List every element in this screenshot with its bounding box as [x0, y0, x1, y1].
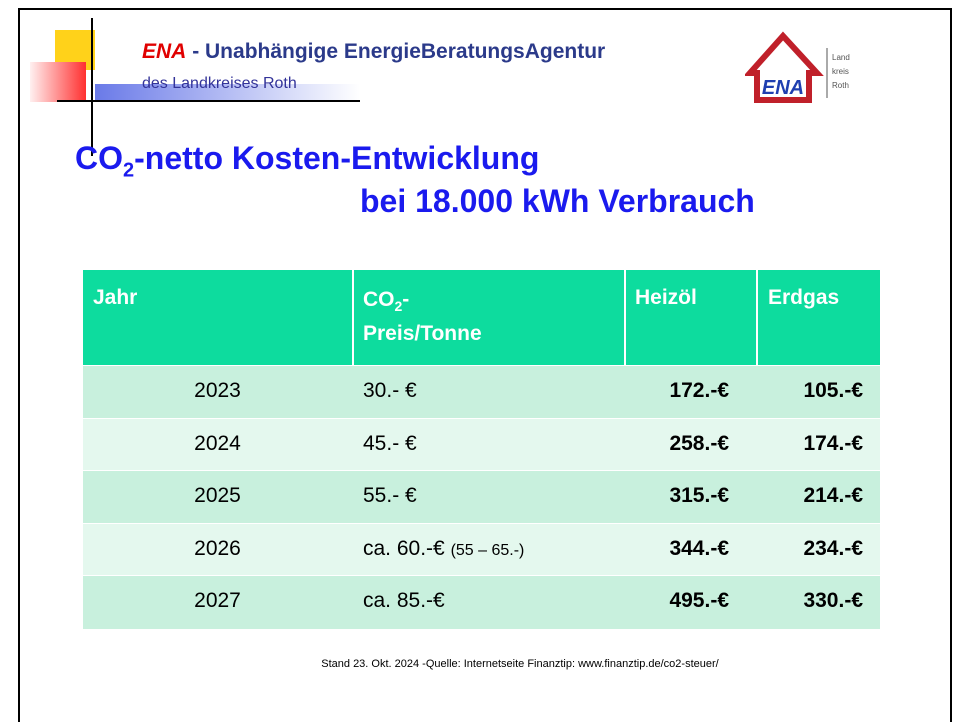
table: Jahr CO2- Preis/Tonne Heizöl Erdgas 2023 3…	[83, 270, 880, 629]
natural-gas-cell: 330.-€	[803, 589, 863, 613]
header-row	[83, 270, 880, 365]
text: Preis/Tonne	[363, 322, 482, 346]
price: 30.- €	[363, 379, 417, 402]
text: CO	[363, 288, 395, 311]
natural-gas-cell: 214.-€	[803, 484, 863, 508]
price-cell: 55.- €	[363, 470, 417, 522]
year-cell: 2026	[194, 536, 241, 560]
logo: ENA Land kreis Roth	[745, 31, 850, 103]
agency: - Unabhängige EnergieBeratungsAgentur	[192, 40, 606, 63]
heating-oil-cell: 172.-€	[669, 379, 729, 402]
col-sep	[624, 270, 626, 365]
year-cell: 2025	[194, 484, 241, 508]
text: -netto Kosten-Entwicklung	[134, 140, 540, 176]
price: 55.- €	[363, 484, 417, 508]
header-cell: Erdgas	[768, 286, 840, 309]
price-cell: ca. 60.-€ (55 – 65.-)	[363, 523, 524, 577]
header-cell: CO2- Preis/Tonne	[363, 286, 482, 348]
logo-line: Land	[832, 53, 850, 62]
deco-red	[30, 62, 86, 102]
header-subtitle: des Landkreises Roth	[142, 75, 297, 92]
year-cell: 2024	[194, 431, 241, 455]
heading-line2: bei 18.000 kWh Verbrauch	[360, 183, 755, 219]
row	[83, 470, 880, 524]
row	[83, 575, 880, 629]
heating-oil-cell: 258.-€	[669, 431, 729, 455]
deco-blue	[95, 84, 360, 100]
text: -	[402, 288, 410, 311]
col-sep	[756, 270, 758, 365]
price-cell: 45.- €	[363, 418, 417, 470]
row	[83, 417, 880, 472]
deco-line-v	[91, 18, 93, 156]
year-cell: 2027	[194, 589, 241, 613]
heating-oil-cell: 344.-€	[669, 536, 729, 560]
price-range: (55 – 65.-)	[450, 541, 525, 559]
heating-oil-cell: 315.-€	[669, 484, 729, 508]
heading-line1: CO2-netto Kosten-Entwicklung	[75, 140, 539, 182]
subscript: 2	[394, 298, 403, 315]
price-cell: 30.- €	[363, 365, 417, 417]
natural-gas-cell: 105.-€	[803, 379, 863, 402]
natural-gas-cell: 234.-€	[803, 536, 863, 560]
price: 45.- €	[363, 431, 417, 455]
price: ca. 60.-€	[363, 536, 445, 560]
header-cell: Heizöl	[635, 286, 697, 309]
text: CO	[75, 140, 123, 176]
logo-line: kreis	[832, 67, 849, 76]
row	[83, 522, 880, 577]
logo-line: Roth	[832, 81, 849, 90]
row	[83, 365, 880, 419]
subscript: 2	[123, 159, 135, 182]
natural-gas-cell: 174.-€	[803, 431, 863, 455]
price: ca. 85.-€	[363, 589, 445, 613]
header-title: ENA - Unabhängige EnergieBeratungsAgentu…	[142, 40, 605, 64]
col-sep	[352, 270, 354, 365]
slide-frame	[18, 8, 952, 722]
price-cell: ca. 85.-€	[363, 575, 445, 627]
logo-brand: ENA	[762, 77, 804, 99]
logo-house	[745, 31, 824, 103]
header-cell: Jahr	[93, 286, 138, 309]
deco-line-h	[57, 100, 360, 102]
brand: ENA	[142, 40, 187, 63]
footer: Stand 23. Okt. 2024 -Quelle: Internetsei…	[321, 658, 719, 670]
heating-oil-cell: 495.-€	[669, 589, 729, 613]
year-cell: 2023	[194, 379, 241, 402]
